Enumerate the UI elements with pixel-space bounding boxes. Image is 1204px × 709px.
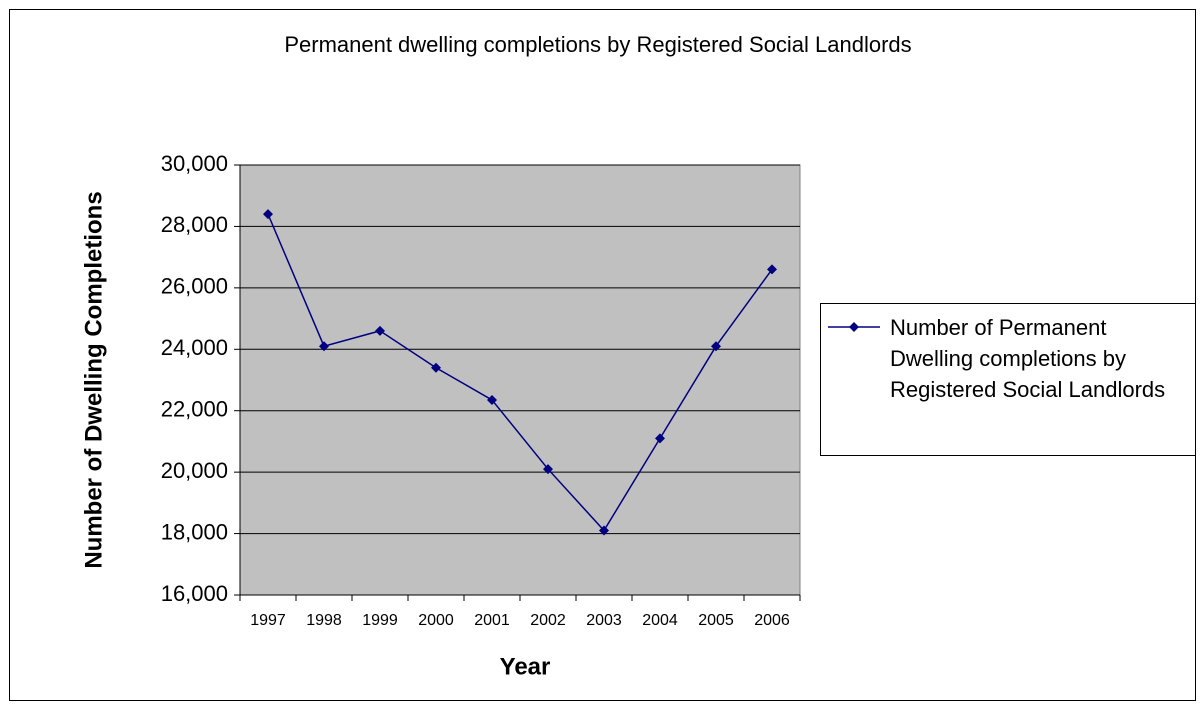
data-point bbox=[767, 264, 777, 275]
legend-box bbox=[820, 303, 1196, 456]
x-tick-label: 2000 bbox=[418, 612, 454, 629]
x-axis-label: Year bbox=[500, 653, 551, 680]
data-point bbox=[487, 394, 497, 405]
y-tick-label: 22,000 bbox=[161, 397, 228, 422]
x-tick-label: 2005 bbox=[698, 612, 734, 629]
legend-marker bbox=[849, 322, 859, 332]
legend-label: Number of Permanent Dwelling completions… bbox=[890, 315, 1166, 402]
x-tick-label: 2004 bbox=[642, 612, 678, 629]
y-axis-label: Number of Dwelling Completions bbox=[80, 191, 107, 568]
x-tick-label: 2001 bbox=[474, 612, 510, 629]
data-point bbox=[375, 325, 385, 336]
y-tick-label: 24,000 bbox=[161, 335, 228, 360]
data-point bbox=[711, 341, 721, 352]
x-tick-label: 2006 bbox=[754, 612, 790, 629]
data-point bbox=[543, 464, 553, 475]
x-tick-label: 2002 bbox=[530, 612, 566, 629]
x-tick-label: 1998 bbox=[306, 612, 342, 629]
y-tick-label: 30,000 bbox=[161, 151, 228, 176]
y-tick-label: 20,000 bbox=[161, 458, 228, 483]
chart-title: Permanent dwelling completions by Regist… bbox=[284, 32, 911, 57]
y-tick-label: 28,000 bbox=[161, 212, 228, 237]
series-line bbox=[267, 213, 773, 532]
y-tick-label: 18,000 bbox=[161, 519, 228, 544]
data-point bbox=[431, 362, 441, 373]
data-point bbox=[263, 209, 273, 220]
x-tick-label: 1997 bbox=[250, 612, 286, 629]
x-tick-label: 2003 bbox=[586, 612, 622, 629]
data-point bbox=[655, 433, 665, 444]
y-tick-label: 26,000 bbox=[161, 274, 228, 299]
y-tick-label: 16,000 bbox=[161, 581, 228, 606]
data-point bbox=[599, 525, 609, 536]
plot-area bbox=[239, 164, 801, 596]
x-tick-label: 1999 bbox=[362, 612, 398, 629]
data-point bbox=[319, 341, 329, 352]
